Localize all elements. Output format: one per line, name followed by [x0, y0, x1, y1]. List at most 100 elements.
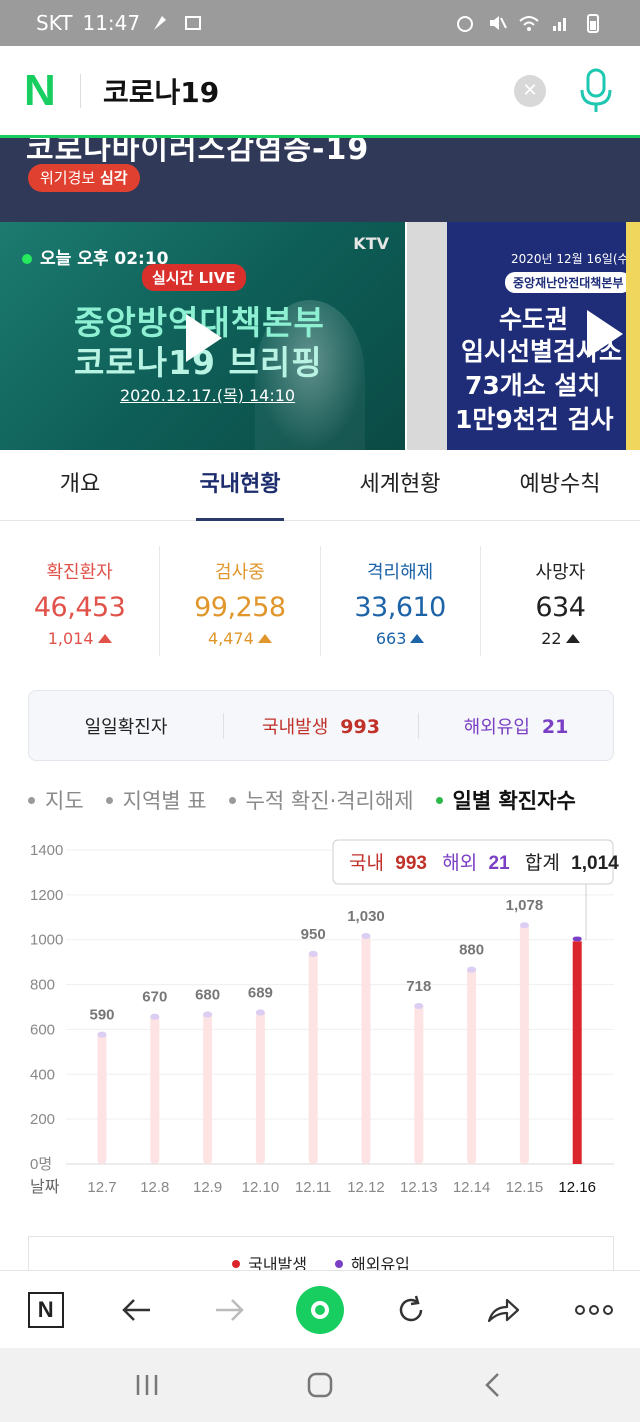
- x-tick-label: 12.13: [400, 1179, 438, 1196]
- recent-apps-button[interactable]: [132, 1372, 162, 1398]
- stats-summary: 확진환자 46,453 1,014 검사중 99,258 4,474 격리해제 …: [0, 546, 640, 666]
- legend-domestic: 국내발생: [232, 1251, 307, 1276]
- daily-confirmed-box: 일일확진자 국내발생 993 해외유입 21: [28, 690, 614, 761]
- carrier-label: SKT: [36, 11, 73, 35]
- y-tick-label: 1200: [30, 887, 63, 904]
- x-tick-label: 12.7: [87, 1179, 116, 1196]
- bar: [414, 1002, 424, 1164]
- chart-tab-map[interactable]: 지도: [28, 785, 84, 815]
- stat-deaths: 사망자 634 22: [481, 546, 640, 656]
- y-tick-label: 800: [30, 977, 55, 994]
- increase-icon: [97, 634, 112, 643]
- green-dot-button[interactable]: [295, 1285, 345, 1335]
- microphone-icon: [580, 68, 612, 112]
- bar-value-label: 670: [142, 989, 167, 1006]
- bar-value-label: 1,030: [347, 908, 385, 925]
- daily-domestic: 국내발생 993: [262, 715, 380, 738]
- notification-icon: [150, 12, 172, 34]
- bar-overseas: [572, 936, 582, 942]
- stat-label: 검사중: [215, 562, 265, 583]
- tab-prevention[interactable]: 예방수칙: [519, 472, 601, 497]
- stat-released: 격리해제 33,610 663: [321, 546, 481, 656]
- search-bar: N 코로나19 ✕: [0, 46, 640, 138]
- legend-overseas: 해외유입: [335, 1251, 410, 1276]
- green-circle-icon: [295, 1285, 344, 1334]
- x-tick-label: 12.16: [558, 1179, 596, 1196]
- play-icon[interactable]: [186, 314, 222, 362]
- clear-search-button[interactable]: ✕: [514, 74, 546, 107]
- stat-delta: 1,014: [0, 629, 159, 648]
- x-tick-label: 12.9: [193, 1179, 222, 1196]
- bar: [255, 1009, 265, 1164]
- signal-icon: [550, 12, 572, 34]
- x-tick-label: 12.11: [295, 1179, 331, 1196]
- video-title-line1: 수도권: [499, 305, 569, 334]
- tab-world[interactable]: 세계현황: [359, 472, 441, 497]
- tab-overview[interactable]: 개요: [59, 472, 101, 497]
- x-tick-label: 12.8: [140, 1179, 169, 1196]
- bar-cap: [203, 1011, 213, 1018]
- back-button[interactable]: [112, 1285, 162, 1335]
- home-nav-button[interactable]: [305, 1370, 335, 1400]
- stat-delta: 4,474: [160, 629, 319, 648]
- topic-header: 코로나바이러스감염증-19 위기경보 심각: [0, 132, 640, 222]
- chart-tab-cumulative[interactable]: 누적 확진·격리해제: [228, 785, 414, 815]
- increase-icon: [565, 634, 580, 643]
- chart-x-labels: 12.7 12.8 12.9 12.10 12.11 12.12 12.13 12.14 12.…: [87, 1179, 596, 1196]
- daily-label: 일일확진자: [84, 716, 168, 738]
- stat-testing: 검사중 99,258 4,474: [160, 546, 321, 656]
- stat-label: 사망자: [535, 562, 586, 583]
- video-card-briefing[interactable]: 오늘 오후 02:10 KTV 실시간 LIVE 중앙방역대책본부 코로나19 …: [0, 222, 405, 450]
- close-icon: ✕: [522, 80, 538, 101]
- section-tabs: 개요 국내현황 세계현황 예방수칙: [0, 450, 640, 521]
- video-card-testing[interactable]: 2020년 12월 16일(수) 중앙재난안전대책본부 수도권 임시선별검사소 …: [407, 222, 640, 450]
- voice-search-button[interactable]: [576, 66, 616, 116]
- bar: [467, 966, 477, 1164]
- bar-value-label: 880: [459, 942, 484, 959]
- stat-label: 확진환자: [46, 562, 113, 583]
- chart-tabs: 지도 지역별 표 누적 확진·격리해제 일별 확진자수: [28, 782, 628, 818]
- refresh-icon: [400, 1295, 423, 1321]
- bar-cap: [97, 1031, 107, 1038]
- tab-domestic[interactable]: 국내현황: [160, 450, 320, 521]
- increase-icon: [257, 634, 272, 643]
- tooltip-overseas-value: 21: [488, 853, 510, 874]
- refresh-button[interactable]: [386, 1285, 436, 1335]
- bar: [203, 1011, 213, 1164]
- more-button[interactable]: [569, 1285, 619, 1335]
- daily-confirmed-chart[interactable]: 0명 200 400 600 800 1000 1200 1400 날짜 590 670 680 68…: [0, 830, 640, 1210]
- chart-tab-region-table[interactable]: 지역별 표: [105, 785, 207, 815]
- home-button[interactable]: N: [21, 1285, 71, 1335]
- alert-level-badge: 위기경보 심각: [28, 164, 140, 192]
- chart-tab-daily[interactable]: 일별 확진자수: [435, 785, 576, 815]
- bar-cap: [255, 1009, 265, 1016]
- video-thumbnail-figure: [255, 300, 365, 450]
- bar: [97, 1031, 107, 1164]
- x-tick-label: 12.10: [242, 1179, 280, 1196]
- arrow-right-icon: [215, 1298, 244, 1321]
- bar-value-label: 1,078: [506, 897, 544, 914]
- screenshot-icon: [182, 12, 204, 34]
- naver-n-icon: N: [27, 1291, 64, 1328]
- bar-cap: [361, 932, 371, 939]
- back-nav-button[interactable]: [478, 1370, 508, 1400]
- tooltip-domestic-value: 993: [395, 853, 427, 874]
- video-thumbnail: 2020년 12월 16일(수) 중앙재난안전대책본부 수도권 임시선별검사소 …: [447, 222, 637, 450]
- y-tick-label: 1000: [30, 932, 63, 949]
- naver-logo[interactable]: N: [24, 65, 56, 115]
- x-axis-label: 날짜: [30, 1178, 60, 1196]
- share-button[interactable]: [478, 1285, 528, 1335]
- play-icon[interactable]: [587, 310, 623, 358]
- bar: [150, 1013, 160, 1164]
- forward-button[interactable]: [204, 1285, 254, 1335]
- bar-cap: [308, 950, 318, 957]
- tooltip-domestic-label: 국내: [349, 852, 384, 874]
- y-tick-label: 1400: [30, 842, 63, 859]
- live-time: 오늘 오후 02:10: [22, 244, 169, 269]
- tooltip-total-label: 합계: [525, 852, 560, 874]
- increase-icon: [410, 634, 425, 643]
- bar-cap: [467, 966, 477, 973]
- browser-toolbar: N: [0, 1270, 640, 1348]
- search-input[interactable]: 코로나19: [103, 75, 220, 109]
- y-tick-label: 400: [30, 1066, 55, 1083]
